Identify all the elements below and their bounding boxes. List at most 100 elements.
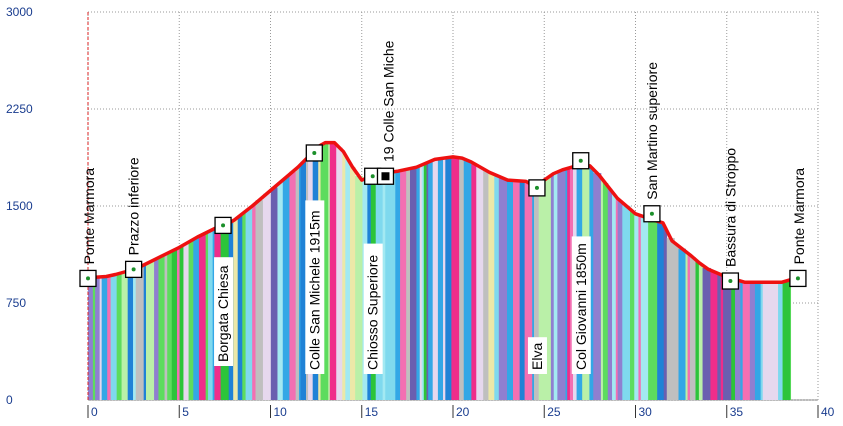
slope-stripe xyxy=(476,166,484,400)
slope-stripe xyxy=(328,142,331,401)
slope-stripe xyxy=(731,278,736,400)
waypoint-label-group: Bassura di Stroppo xyxy=(722,148,738,267)
slope-stripe xyxy=(121,271,129,400)
slope-stripe xyxy=(342,152,346,400)
waypoint-label-group: Col Giovanni 1850m xyxy=(571,236,591,374)
slope-stripe xyxy=(289,171,297,400)
waypoint-label: Ponte Marmora xyxy=(791,168,807,265)
slope-stripe xyxy=(385,172,392,400)
slope-stripe xyxy=(409,167,417,400)
slope-stripe xyxy=(498,178,508,400)
slope-stripe xyxy=(695,261,700,400)
slope-stripe xyxy=(653,220,658,400)
waypoint-2: Borgata Chiesa xyxy=(214,216,234,366)
waypoint-dot xyxy=(578,158,583,163)
slope-stripe xyxy=(589,167,594,400)
waypoint-9: Bassura di Stroppo xyxy=(721,148,740,290)
slope-stripe xyxy=(382,173,386,400)
slope-stripe xyxy=(101,276,108,400)
waypoint-label: 19 Colle San Miche xyxy=(380,40,396,162)
slope-stripe xyxy=(432,159,439,400)
slope-stripe xyxy=(167,252,173,400)
slope-stripe xyxy=(164,254,168,400)
y-tick-label: 750 xyxy=(6,296,26,310)
slope-stripe xyxy=(298,165,301,400)
waypoint-label: Prazzo inferiore xyxy=(126,157,142,255)
slope-stripe xyxy=(320,143,329,400)
slope-stripe xyxy=(553,172,558,400)
waypoint-dot xyxy=(649,211,654,216)
slope-stripe xyxy=(171,249,178,400)
slope-stripe xyxy=(507,180,514,400)
slope-stripe xyxy=(349,167,356,400)
slope-stripe xyxy=(790,279,792,400)
slope-stripe xyxy=(99,276,103,400)
y-tick-label: 0 xyxy=(6,393,13,407)
waypoint-label-bg xyxy=(571,236,591,374)
slope-stripe xyxy=(648,219,654,400)
slope-stripe xyxy=(685,252,688,400)
slope-stripe xyxy=(445,157,452,400)
slope-stripe xyxy=(678,248,686,400)
slope-stripe xyxy=(735,280,741,400)
slope-stripe xyxy=(237,215,243,400)
slope-stripe xyxy=(657,222,665,400)
waypoint-label-bg xyxy=(214,257,234,366)
slope-stripe xyxy=(740,281,744,400)
slope-stripe xyxy=(419,165,423,400)
waypoint-label: Colle San Michele 1915m xyxy=(306,210,322,370)
waypoint-label-group: Ponte Marmora xyxy=(81,168,97,265)
slope-stripe xyxy=(565,168,568,400)
waypoint-3: Colle San Michele 1915m xyxy=(305,144,325,374)
waypoint-0: Ponte Marmora xyxy=(79,168,97,288)
waypoint-dot xyxy=(728,279,733,284)
slope-stripes xyxy=(88,142,792,401)
y-tick-label: 3000 xyxy=(6,5,33,19)
slope-stripe xyxy=(451,157,460,400)
slope-stripe xyxy=(762,282,768,400)
slope-stripe xyxy=(524,182,533,400)
slope-stripe xyxy=(277,182,284,400)
slope-stripe xyxy=(262,193,272,400)
slope-stripe xyxy=(698,263,703,400)
waypoint-10: Ponte Marmora xyxy=(789,168,807,288)
slope-stripe xyxy=(400,170,402,400)
slope-stripe xyxy=(355,175,363,400)
waypoint-label: San Martino superiore xyxy=(644,62,660,200)
slope-stripe xyxy=(666,238,675,400)
slope-stripe xyxy=(638,215,642,400)
waypoint-8: San Martino superiore xyxy=(643,62,661,223)
waypoint-label-group: Borgata Chiesa xyxy=(214,257,234,366)
slope-stripe xyxy=(630,210,635,400)
waypoint-label-bg xyxy=(527,337,547,374)
slope-stripe xyxy=(233,219,239,400)
waypoint-icon xyxy=(381,172,390,181)
slope-stripe xyxy=(640,216,649,400)
waypoint-dot xyxy=(86,276,90,281)
x-tick-label: 40 xyxy=(821,405,835,419)
slope-stripe xyxy=(689,257,696,400)
slope-stripe xyxy=(459,158,465,400)
slope-stripe xyxy=(720,275,724,400)
slope-stripe xyxy=(426,162,429,400)
waypoint-dot xyxy=(370,174,375,179)
slope-stripe xyxy=(345,157,349,400)
slope-stripe xyxy=(205,232,209,400)
slope-stripe xyxy=(534,185,540,400)
slope-stripe xyxy=(208,230,214,400)
waypoint-1: Prazzo inferiore xyxy=(124,157,143,279)
slope-stripe xyxy=(782,280,791,400)
slope-stripe xyxy=(188,240,194,400)
slope-stripe xyxy=(110,274,118,400)
slope-stripe xyxy=(617,200,623,400)
waypoint-dot xyxy=(534,185,539,190)
waypoint-label-group: Ponte Marmora xyxy=(791,168,807,265)
slope-stripe xyxy=(295,167,300,400)
slope-stripe xyxy=(754,282,762,400)
waypoint-5: 19 Colle San Miche xyxy=(376,40,396,185)
slope-stripe xyxy=(143,264,147,400)
slope-stripe xyxy=(133,269,137,400)
slope-stripe xyxy=(255,200,264,400)
slope-stripe xyxy=(778,282,783,400)
slope-stripe xyxy=(622,205,631,400)
